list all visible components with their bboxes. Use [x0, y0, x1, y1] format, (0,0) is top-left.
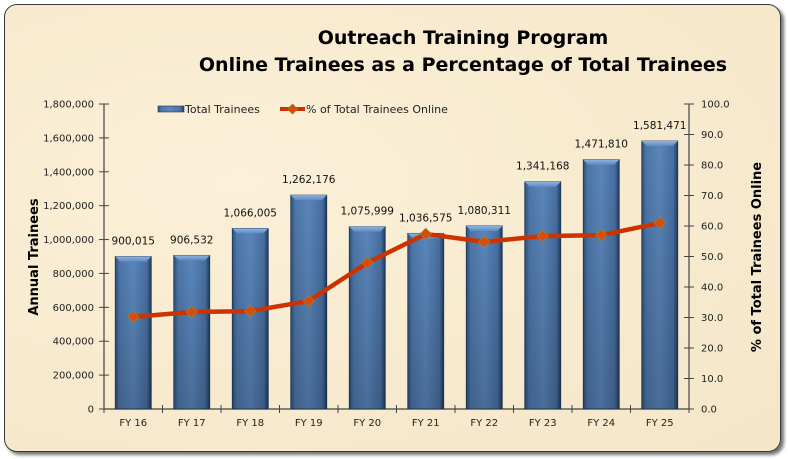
line-marker-icon	[653, 216, 666, 230]
y-tick-label: 1,600,000	[43, 133, 94, 144]
bar	[114, 256, 152, 410]
bar	[348, 226, 386, 410]
y2-tick-label: 70.0	[701, 191, 723, 202]
bar-value-label: 1,471,810	[575, 139, 628, 151]
y-axis-right: 0.0 10.0 20.0 30.0 40.0 50.0 60.0 70.0 80.0 90.0 1…	[684, 100, 730, 416]
y-axis-left: 0 200,000 400,000 600,000 800,000 1,000,000 1,…	[43, 100, 109, 416]
y-tick-label: 600,000	[53, 303, 94, 314]
bar-value-label: 1,080,311	[458, 205, 511, 217]
bar	[231, 227, 269, 410]
bar-value-label: 1,262,176	[282, 174, 336, 186]
bar-value-label: 906,532	[170, 234, 213, 246]
y-tick-label: 1,000,000	[43, 235, 94, 246]
line-marker-icon	[127, 310, 140, 324]
x-tick-label: FY 22	[470, 418, 498, 429]
chart-subtitle: Online Trainees as a Percentage of Total…	[199, 54, 727, 76]
y2-tick-label: 20.0	[701, 344, 723, 355]
legend: Total Trainees % of Total Trainees Onlin…	[157, 103, 448, 116]
bar	[407, 232, 445, 410]
y-tick-label: 1,800,000	[43, 100, 94, 111]
chart-title: Outreach Training Program	[318, 27, 609, 49]
bar-value-label: 1,581,471	[633, 120, 686, 132]
y2-tick-label: 80.0	[701, 161, 723, 172]
x-tick-label: FY 19	[295, 418, 323, 429]
legend-bar-label: Total Trainees	[184, 103, 260, 116]
x-tick-label: FY 21	[412, 418, 440, 429]
x-tick-label: FY 17	[178, 418, 206, 429]
y-tick-label: 1,400,000	[43, 167, 94, 178]
x-tick-label: FY 18	[236, 418, 264, 429]
x-tick-label: FY 16	[119, 418, 147, 429]
y2-tick-label: 40.0	[701, 283, 723, 294]
bar-value-label: 1,341,168	[516, 161, 569, 173]
bar	[524, 181, 562, 410]
y-axis-title: Annual Trainees	[27, 198, 42, 316]
y2-tick-label: 100.0	[701, 100, 730, 111]
bar	[582, 159, 620, 410]
x-tick-label: FY 25	[646, 418, 674, 429]
legend-bar-swatch-icon	[157, 105, 185, 113]
y2-tick-label: 0.0	[701, 405, 717, 416]
bar	[173, 254, 211, 410]
line-marker-icon	[419, 227, 432, 241]
line-marker-icon	[536, 229, 549, 243]
bar-value-label: 900,015	[112, 235, 155, 247]
y2-axis-title: % of Total Trainees Online	[750, 162, 765, 352]
y2-tick-label: 50.0	[701, 252, 723, 263]
x-tick-label: FY 24	[587, 418, 615, 429]
line-marker-icon	[595, 228, 608, 242]
y-tick-label: 400,000	[53, 337, 94, 348]
bar	[465, 225, 503, 410]
y2-tick-label: 30.0	[701, 313, 723, 324]
line-marker-icon	[244, 304, 257, 318]
y-tick-label: 1,200,000	[43, 201, 94, 212]
y2-tick-label: 10.0	[701, 374, 723, 385]
line-marker-icon	[185, 305, 198, 319]
line-series	[127, 216, 666, 324]
bar-value-label: 1,066,005	[224, 207, 277, 219]
bar-series: 900,015 906,532 1,066,005 1,262,176 1,075,99…	[112, 120, 686, 410]
y-tick-label: 200,000	[53, 371, 94, 382]
y2-tick-label: 60.0	[701, 222, 723, 233]
bar	[641, 140, 679, 410]
line-marker-icon	[361, 256, 374, 270]
bar-value-label: 1,075,999	[341, 206, 394, 218]
y-tick-label: 800,000	[53, 269, 94, 280]
y-tick-label: 0	[88, 405, 94, 416]
line-marker-icon	[478, 235, 491, 249]
x-tick-label: FY 23	[529, 418, 557, 429]
bar-value-label: 1,036,575	[399, 212, 452, 224]
line-marker-icon	[302, 294, 315, 308]
legend-line-label: % of Total Trainees Online	[306, 103, 448, 116]
x-tick-label: FY 20	[353, 418, 381, 429]
y2-tick-label: 90.0	[701, 130, 723, 141]
